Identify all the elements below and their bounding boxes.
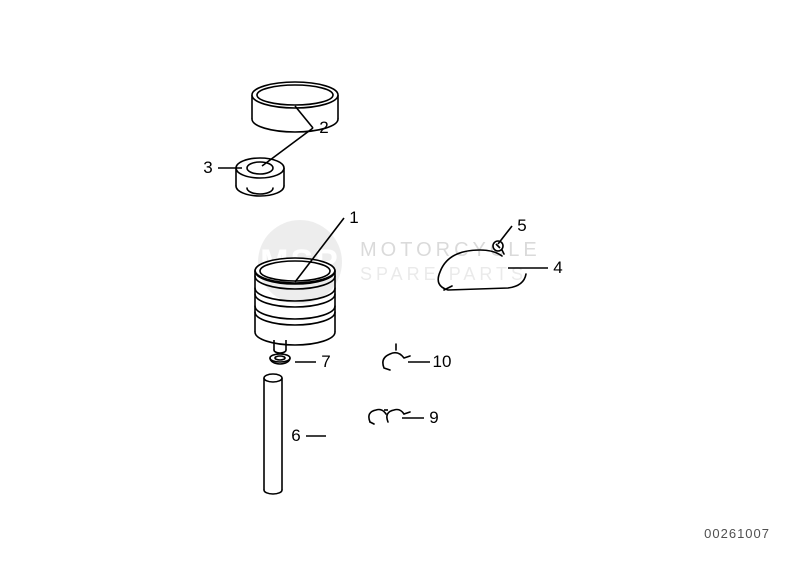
- callout-5: 5: [517, 216, 526, 236]
- callout-3: 3: [203, 158, 212, 178]
- callout-10: 10: [433, 352, 452, 372]
- diagram-canvas: MSP MOTORCYCLE SPARE PARTS 1234567910 00…: [0, 0, 800, 565]
- diagram-id: 00261007: [704, 526, 770, 541]
- callout-2: 2: [319, 118, 328, 138]
- callout-4: 4: [553, 258, 562, 278]
- parts-drawing: [0, 0, 800, 565]
- callout-7: 7: [321, 352, 330, 372]
- callout-6: 6: [291, 426, 300, 446]
- callout-9: 9: [429, 408, 438, 428]
- callout-1: 1: [349, 208, 358, 228]
